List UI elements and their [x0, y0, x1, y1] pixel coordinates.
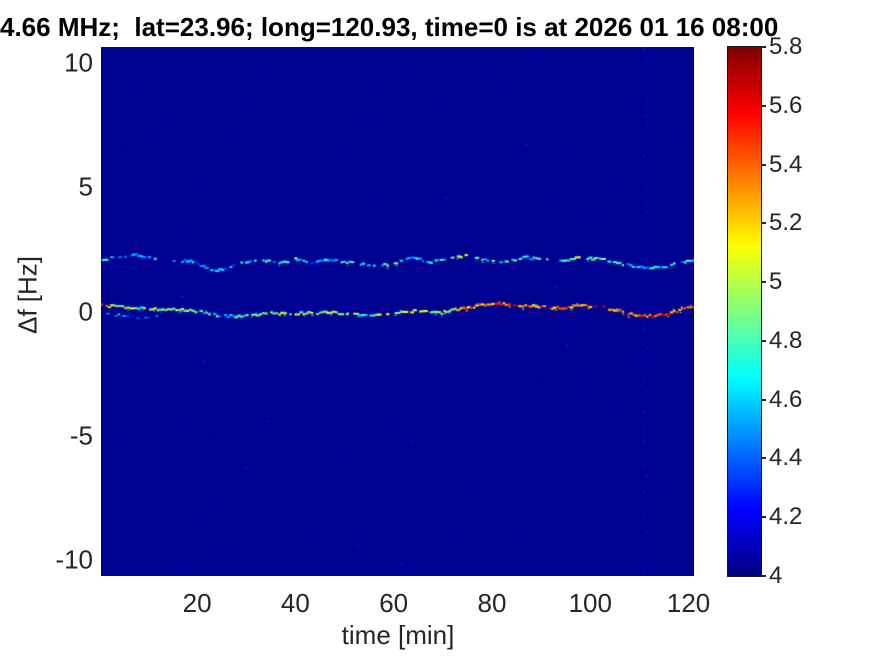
y-tick-label: 10	[64, 47, 93, 78]
colorbar-tick-label: 4.6	[769, 385, 803, 413]
x-tick-label: 60	[379, 588, 409, 618]
figure-title: 4.66 MHz; lat=23.96; long=120.93, time=0…	[0, 12, 779, 42]
y-tick-label: 5	[78, 171, 93, 202]
colorbar-tick-label: 4.4	[769, 444, 803, 472]
colorbar-tick-label: 4	[769, 562, 783, 589]
x-tick-label: 80	[477, 588, 507, 618]
colorbar-tick-mark	[761, 575, 766, 577]
colorbar-tick-label: 5.6	[769, 91, 803, 119]
colorbar-tick-label: 5.8	[769, 33, 803, 60]
y-tick-label: -10	[55, 544, 93, 575]
colorbar-tick-label: 5.4	[769, 150, 803, 178]
colorbar-tick-mark	[761, 516, 766, 519]
y-tick-label: -5	[69, 420, 93, 451]
colorbar-tick-mark	[761, 398, 766, 401]
x-tick-label: 120	[666, 588, 711, 618]
colorbar-tick-label: 5.2	[769, 209, 803, 237]
colorbar-gradient-canvas	[728, 47, 761, 576]
x-axis-label: time [min]	[341, 620, 455, 650]
colorbar-tick-mark	[761, 281, 766, 284]
colorbar-tick-mark	[761, 457, 766, 460]
x-tick-label: 40	[280, 588, 310, 618]
colorbar-tick-mark	[761, 46, 766, 48]
colorbar-tick-mark	[761, 104, 766, 107]
spectrogram-canvas	[101, 47, 694, 576]
colorbar-tick-mark	[761, 222, 766, 225]
colorbar-tick-mark	[761, 339, 766, 342]
x-tick-label: 20	[182, 588, 212, 618]
colorbar-tick-mark	[761, 163, 766, 166]
y-tick-label: 0	[78, 296, 93, 326]
y-axis-label: Δf [Hz]	[12, 255, 43, 335]
x-tick-label: 100	[568, 588, 612, 618]
colorbar-tick-label: 4.2	[769, 503, 803, 531]
colorbar	[727, 46, 762, 577]
colorbar-tick-label: 5	[769, 268, 783, 296]
colorbar-tick-label: 4.8	[769, 326, 803, 354]
